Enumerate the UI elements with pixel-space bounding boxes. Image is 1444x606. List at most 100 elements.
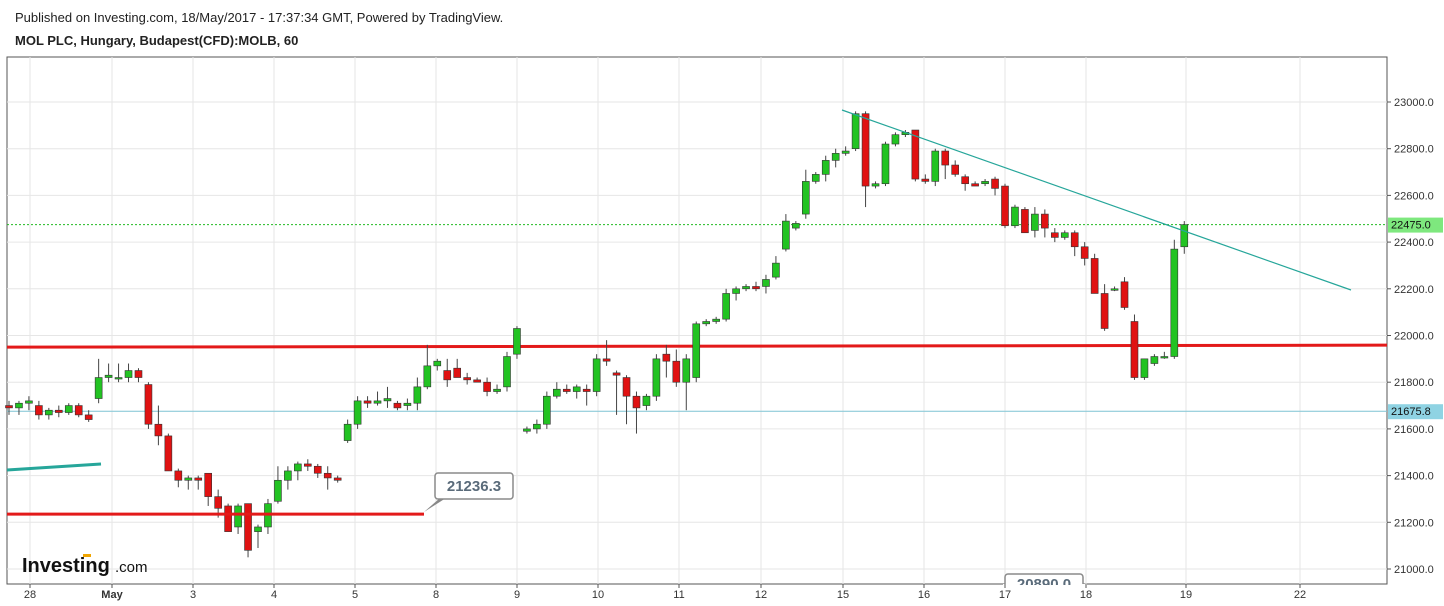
candle-body [254,526,262,532]
candle [114,363,123,383]
candle-body [473,379,481,383]
candle-body [94,377,103,399]
ref-price-badge-bg [1388,404,1443,420]
time-tick-label: 17 [999,589,1011,601]
candle [632,391,641,434]
candle-body [1031,213,1039,231]
candle-body [732,288,740,294]
candle-body [652,358,661,397]
candle-body [134,370,143,378]
candle [722,288,730,322]
candle-body [851,113,860,150]
candle-body [682,358,691,383]
candle [602,340,611,366]
last-price-badge-label: 22475.0 [1391,220,1431,232]
candle [961,174,969,191]
candle [831,148,840,168]
candle [981,179,989,187]
candle [881,141,890,187]
candle-body [742,286,750,290]
candle [463,372,471,385]
candle-body [562,388,571,392]
candle [861,111,870,208]
investing-logo: Investing .com [22,554,148,577]
candle [991,176,999,196]
price-axis: 23000.0 22800.0 22600.0 22400.0 22200.0 22000… [1387,97,1443,576]
candle-body [1070,232,1079,248]
candle [343,419,352,443]
candle-body [543,395,551,425]
candle-body [533,423,541,430]
candle-body [343,423,352,441]
candle-body [393,402,402,409]
candle-body [622,377,631,397]
candle [204,472,212,506]
time-tick-label: 5 [352,589,358,601]
candle-body [363,400,372,404]
candle [254,524,262,548]
price-tick-label: 21800.0 [1394,377,1434,389]
candle [921,174,930,184]
candle-body [921,178,930,182]
candle [841,146,850,156]
price-tick-label: 22000.0 [1394,331,1434,343]
candle [1070,230,1079,257]
candle [1170,239,1179,359]
candle [473,377,481,383]
plot-frame [6,56,1388,585]
candle-body [841,150,850,154]
candle-body [702,321,711,325]
candle [762,274,770,294]
candle [562,384,571,394]
candle [652,354,661,401]
candle [662,344,671,378]
candle [174,468,183,488]
candle-body [782,220,790,250]
candle [772,256,780,280]
candle-body [981,181,989,185]
candle-body [383,398,392,402]
candle-body [1130,321,1139,378]
candle [234,503,242,534]
candle-body [572,386,581,392]
candle [1001,183,1009,229]
candle-body [184,477,193,481]
ref-price-badge: 21675.8 [1388,404,1443,420]
candles [5,111,1189,558]
candle [712,316,720,324]
candle-body [284,470,292,481]
candle-body [941,150,950,166]
time-axis [29,584,1301,588]
candle-body [25,400,33,404]
candle-body [373,400,382,404]
candle-body [911,129,920,180]
candle-body [1080,246,1089,259]
trend-segment [6,462,102,472]
candle-body [1120,281,1129,308]
candle-body [413,386,422,404]
time-tick-label: 9 [514,589,520,601]
candle-body [313,465,322,474]
candle [1031,207,1039,238]
candle [801,169,810,219]
candle [74,403,83,418]
candle-body [1180,224,1189,248]
candle-body [1090,258,1099,294]
candle-body [214,496,222,509]
logo-suffix: .com [115,559,148,576]
time-tick-label: 8 [433,589,439,601]
candle-body [552,388,561,397]
callout-pointer [424,498,446,512]
time-tick-label: 3 [190,589,196,601]
candle [453,358,462,378]
candle-body [1021,209,1029,234]
candle [363,396,372,408]
candle-body [1100,293,1109,329]
candle-body [114,377,123,380]
candle-body [323,472,332,479]
candle [154,405,163,446]
candle-body [1060,232,1069,238]
candle [423,344,432,390]
candle-body [881,143,890,185]
candle-body [762,279,770,287]
